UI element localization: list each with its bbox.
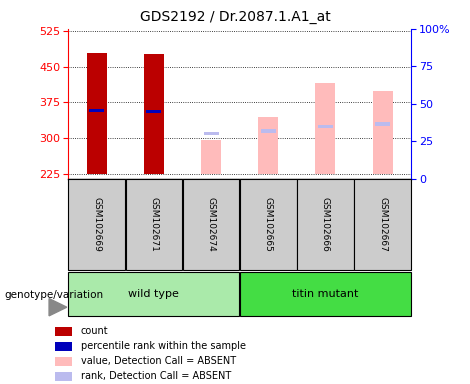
Bar: [297, 179, 354, 270]
Text: value, Detection Call = ABSENT: value, Detection Call = ABSENT: [81, 356, 236, 366]
Text: GSM102669: GSM102669: [92, 197, 101, 252]
Bar: [375, 122, 390, 126]
Bar: [69, 271, 239, 316]
Text: rank, Detection Call = ABSENT: rank, Detection Call = ABSENT: [81, 371, 231, 381]
Bar: [201, 139, 221, 174]
Bar: [69, 179, 125, 270]
Bar: [125, 179, 182, 270]
Text: GSM102674: GSM102674: [207, 197, 216, 252]
Text: GSM102667: GSM102667: [378, 197, 387, 252]
Text: titin mutant: titin mutant: [292, 289, 359, 299]
Bar: [147, 110, 161, 113]
Bar: [183, 179, 239, 270]
Bar: [55, 342, 72, 351]
Bar: [144, 53, 164, 174]
Text: percentile rank within the sample: percentile rank within the sample: [81, 341, 246, 351]
Text: GSM102666: GSM102666: [321, 197, 330, 252]
Text: GSM102671: GSM102671: [149, 197, 158, 252]
Bar: [240, 179, 297, 270]
Bar: [318, 124, 333, 128]
Bar: [89, 109, 104, 112]
Text: GDS2192 / Dr.2087.1.A1_at: GDS2192 / Dr.2087.1.A1_at: [140, 10, 330, 23]
Bar: [204, 132, 219, 135]
Bar: [55, 326, 72, 336]
Text: genotype/variation: genotype/variation: [5, 290, 104, 300]
Bar: [55, 372, 72, 381]
Text: GSM102665: GSM102665: [264, 197, 273, 252]
Bar: [240, 271, 411, 316]
Bar: [261, 129, 276, 133]
Bar: [354, 179, 411, 270]
Bar: [315, 83, 336, 174]
Bar: [55, 357, 72, 366]
Bar: [87, 53, 107, 174]
Text: count: count: [81, 326, 109, 336]
Bar: [373, 91, 392, 174]
Text: wild type: wild type: [128, 289, 180, 299]
Polygon shape: [49, 299, 67, 316]
Bar: [258, 117, 278, 174]
